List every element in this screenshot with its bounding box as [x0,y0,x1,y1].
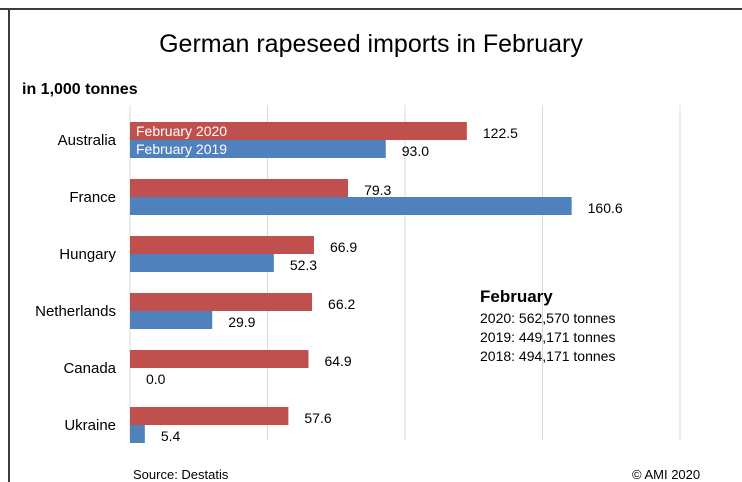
bar-france-2019 [130,197,572,215]
totals-line-2019: 2019: 449,171 tonnes [480,329,616,345]
value-label-hungary-2020: 66.9 [330,239,357,255]
bar-australia-2019 [130,140,386,158]
source-credit: Source: Destatis [133,467,229,482]
value-label-netherlands-2019: 29.9 [228,314,255,330]
bar-netherlands-2020 [130,293,313,311]
totals-note-title: February [480,287,553,306]
unit-label: in 1,000 tonnes [22,81,138,98]
value-label-ukraine-2019: 5.4 [161,428,181,444]
bar-france-2020 [130,179,349,197]
bar-ukraine-2020 [130,407,289,425]
chart-title: German rapeseed imports in February [159,30,583,58]
totals-line-2020: 2020: 562,570 tonnes [480,310,616,326]
bar-hungary-2020 [130,236,314,254]
category-label-ukraine: Ukraine [64,417,116,434]
value-label-ukraine-2020: 57.6 [304,410,331,426]
totals-line-2018: 2018: 494,171 tonnes [480,348,616,364]
value-label-australia-2020: 122.5 [483,125,518,141]
frame-left-border [8,8,10,482]
frame-top-border [0,8,742,10]
category-label-australia: Australia [58,132,117,149]
category-label-canada: Canada [63,360,116,377]
value-label-france-2019: 160.6 [588,200,623,216]
category-label-hungary: Hungary [59,246,116,263]
value-label-france-2020: 79.3 [364,182,391,198]
value-label-australia-2019: 93.0 [402,143,429,159]
bar-hungary-2019 [130,254,274,272]
value-label-netherlands-2020: 66.2 [328,296,355,312]
copyright-credit: © AMI 2020 [632,467,701,482]
legend-label-2020: February 2020 [136,123,227,139]
totals-note: February 2020: 562,570 tonnes 2019: 449,… [480,287,615,366]
value-label-hungary-2019: 52.3 [290,257,317,273]
value-label-canada-2020: 64.9 [324,353,351,369]
bar-ukraine-2019 [130,425,145,443]
legend-label-2019: February 2019 [136,141,227,157]
bar-australia-2020 [130,122,467,140]
category-label-netherlands: Netherlands [35,303,116,320]
value-label-canada-2019: 0.0 [146,371,166,387]
bar-netherlands-2019 [130,311,213,329]
category-label-france: France [69,189,116,206]
bar-canada-2020 [130,350,309,368]
